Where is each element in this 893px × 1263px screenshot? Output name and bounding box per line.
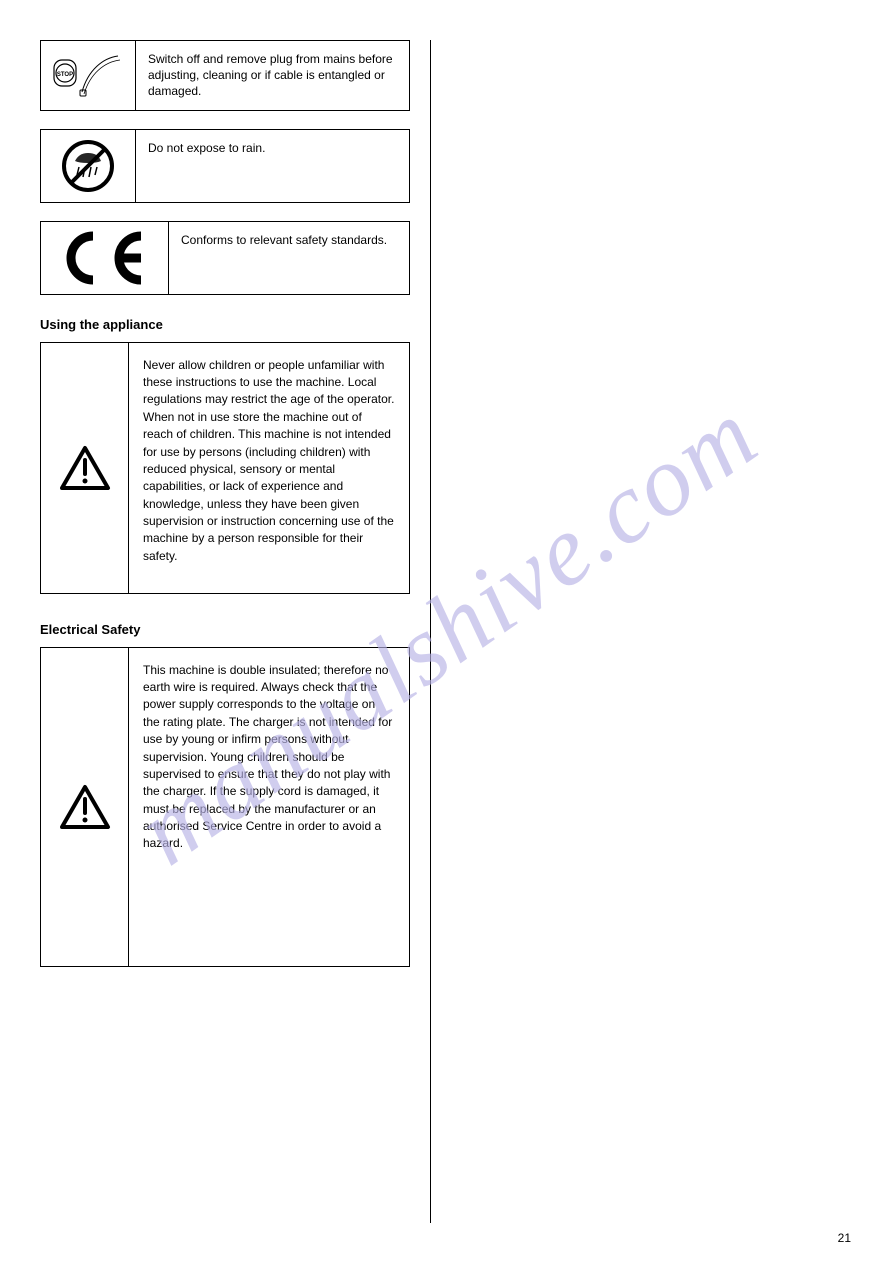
symbol-row-ce: Conforms to relevant safety standards. (40, 221, 410, 295)
warning-icon-2 (41, 648, 129, 966)
symbol-row-plug: STOP Switch off and remove plug from mai… (40, 40, 410, 111)
warning-box-electrical: This machine is double insulated; theref… (40, 647, 410, 967)
section-title-using: Using the appliance (40, 317, 410, 332)
rain-text: Do not expose to rain. (136, 130, 409, 202)
page-number: 21 (838, 1231, 851, 1245)
ce-text: Conforms to relevant safety standards. (169, 222, 409, 294)
plug-stop-icon: STOP (41, 41, 136, 110)
no-rain-icon (41, 130, 136, 202)
left-column: STOP Switch off and remove plug from mai… (40, 40, 430, 1223)
warning-box-using: Never allow children or people unfamilia… (40, 342, 410, 594)
right-column (430, 40, 853, 1223)
warning-text-2: This machine is double insulated; theref… (129, 648, 409, 966)
section-title-electrical: Electrical Safety (40, 622, 410, 637)
ce-mark-icon (41, 222, 169, 294)
plug-text: Switch off and remove plug from mains be… (136, 41, 409, 110)
symbol-row-rain: Do not expose to rain. (40, 129, 410, 203)
page-container: STOP Switch off and remove plug from mai… (0, 0, 893, 1263)
stop-label: STOP (57, 72, 73, 78)
warning-text-1: Never allow children or people unfamilia… (129, 343, 409, 593)
warning-icon-1 (41, 343, 129, 593)
